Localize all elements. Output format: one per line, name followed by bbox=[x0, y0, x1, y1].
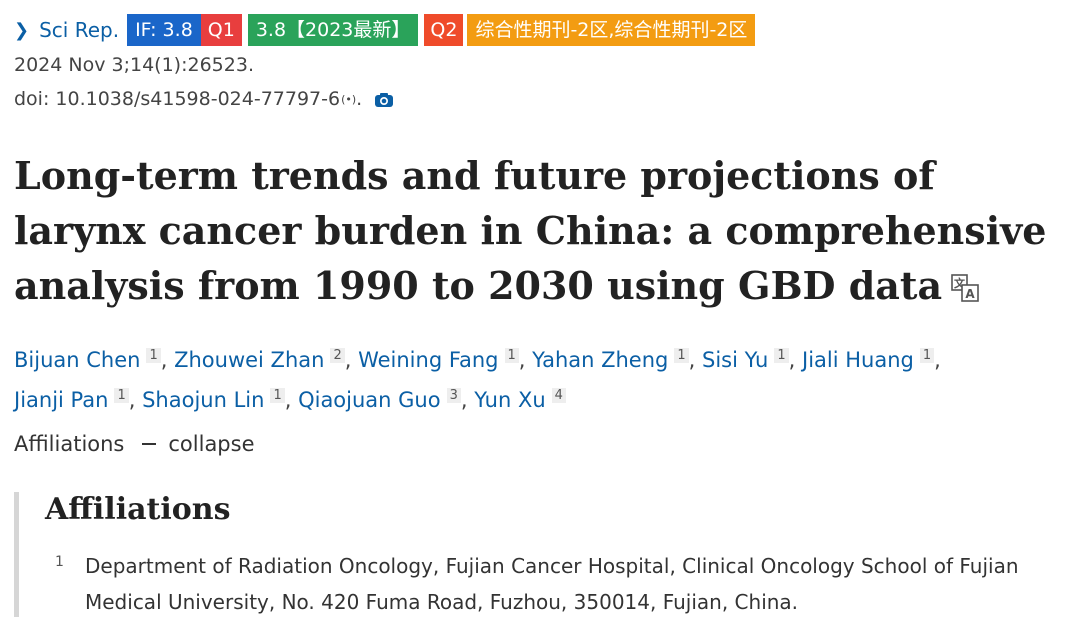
author-affiliation-ref[interactable]: 1 bbox=[114, 388, 129, 403]
author-item: Shaojun Lin 1 bbox=[142, 388, 285, 412]
journal-header: ❯ Sci Rep. IF: 3.8 Q1 3.8【2023最新】 Q2 综合性… bbox=[14, 14, 756, 46]
author-link[interactable]: Zhouwei Zhan bbox=[174, 348, 325, 372]
author-link[interactable]: Yahan Zheng bbox=[532, 348, 669, 372]
author-item: Sisi Yu 1 bbox=[702, 348, 789, 372]
broadcast-icon[interactable]: (•) bbox=[341, 92, 357, 106]
author-link[interactable]: Sisi Yu bbox=[702, 348, 769, 372]
author-affiliation-ref[interactable]: 1 bbox=[146, 348, 161, 363]
journal-link[interactable]: ❯ Sci Rep. bbox=[14, 18, 119, 42]
author-link[interactable]: Shaojun Lin bbox=[142, 388, 265, 412]
author-link[interactable]: Yun Xu bbox=[474, 388, 546, 412]
jcr-quartile-badge: Q1 bbox=[200, 14, 242, 46]
author-item: Jianji Pan 1 bbox=[14, 388, 129, 412]
author-link[interactable]: Qiaojuan Guo bbox=[298, 388, 441, 412]
author-affiliation-ref[interactable]: 1 bbox=[270, 388, 285, 403]
author-affiliation-ref[interactable]: 1 bbox=[774, 348, 789, 363]
author-item: Jiali Huang 1 bbox=[802, 348, 935, 372]
author-affiliation-ref[interactable]: 3 bbox=[446, 388, 461, 403]
cas-quartile-badge: Q2 bbox=[424, 14, 464, 46]
translate-icon[interactable]: 文 A bbox=[950, 262, 980, 317]
collapse-dash-icon bbox=[142, 443, 157, 445]
author-item: Zhouwei Zhan 2 bbox=[174, 348, 345, 372]
author-affiliation-ref[interactable]: 1 bbox=[674, 348, 689, 363]
author-item: Bijuan Chen 1 bbox=[14, 348, 161, 372]
camera-icon[interactable] bbox=[374, 91, 394, 107]
affiliations-heading: Affiliations bbox=[45, 492, 231, 527]
journal-name: Sci Rep. bbox=[39, 18, 120, 42]
author-link[interactable]: Jiali Huang bbox=[802, 348, 914, 372]
impact-factor-badge: IF: 3.8 bbox=[127, 14, 201, 46]
affiliations-panel: Affiliations 1 Department of Radiation O… bbox=[14, 492, 1080, 617]
affiliation-item: 1 Department of Radiation Oncology, Fuji… bbox=[55, 548, 1080, 620]
doi-text[interactable]: doi: 10.1038/s41598-024-77797-6 bbox=[14, 88, 341, 110]
cas-badge: 3.8【2023最新】 bbox=[247, 14, 419, 46]
title-text: Long-term trends and future projections … bbox=[14, 153, 1047, 308]
author-affiliation-ref[interactable]: 1 bbox=[504, 348, 519, 363]
collapse-link[interactable]: collapse bbox=[168, 432, 255, 456]
chevron-right-icon: ❯ bbox=[14, 19, 30, 41]
svg-text:A: A bbox=[965, 287, 975, 301]
author-affiliation-ref[interactable]: 2 bbox=[330, 348, 345, 363]
author-link[interactable]: Weining Fang bbox=[358, 348, 499, 372]
affiliation-number: 1 bbox=[55, 554, 64, 570]
author-item: Qiaojuan Guo 3 bbox=[298, 388, 461, 412]
doi-line: doi: 10.1038/s41598-024-77797-6 (•) . bbox=[14, 88, 394, 110]
author-item: Yahan Zheng 1 bbox=[532, 348, 689, 372]
author-item: Yun Xu 4 bbox=[474, 388, 566, 412]
author-affiliation-ref[interactable]: 4 bbox=[551, 388, 566, 403]
author-affiliation-ref[interactable]: 1 bbox=[919, 348, 935, 363]
affiliations-toggle-label: Affiliations bbox=[14, 432, 125, 456]
author-link[interactable]: Bijuan Chen bbox=[14, 348, 141, 372]
category-badge: 综合性期刊-2区,综合性期刊-2区 bbox=[467, 14, 756, 46]
affiliation-text: Department of Radiation Oncology, Fujian… bbox=[85, 554, 1019, 614]
doi-suffix: . bbox=[356, 88, 363, 110]
affiliations-toggle[interactable]: Affiliations collapse bbox=[14, 432, 255, 456]
author-link[interactable]: Jianji Pan bbox=[14, 388, 109, 412]
author-list: Bijuan Chen 1, Zhouwei Zhan 2, Weining Fan… bbox=[14, 348, 941, 412]
citation: 2024 Nov 3;14(1):26523. bbox=[14, 54, 254, 76]
article-title: Long-term trends and future projections … bbox=[14, 148, 1064, 317]
author-item: Weining Fang 1 bbox=[358, 348, 519, 372]
